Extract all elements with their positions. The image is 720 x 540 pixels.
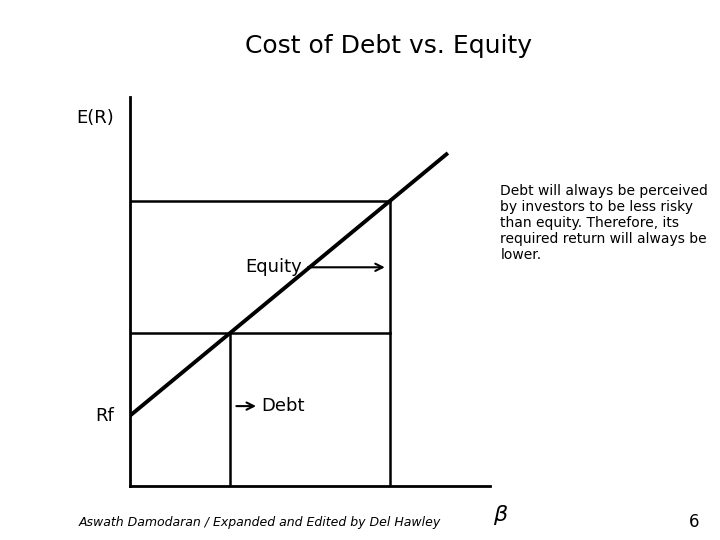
Text: β: β [493, 505, 508, 525]
Text: E(R): E(R) [76, 109, 114, 127]
Text: Equity: Equity [246, 258, 382, 276]
Text: Aswath Damodaran / Expanded and Edited by Del Hawley: Aswath Damodaran / Expanded and Edited b… [78, 516, 441, 529]
Text: Cost of Debt vs. Equity: Cost of Debt vs. Equity [246, 35, 532, 58]
Text: 6: 6 [689, 514, 699, 531]
Text: Rf: Rf [95, 407, 114, 425]
Text: Debt will always be perceived
by investors to be less risky
than equity. Therefo: Debt will always be perceived by investo… [500, 184, 708, 262]
Text: Debt: Debt [236, 397, 305, 415]
